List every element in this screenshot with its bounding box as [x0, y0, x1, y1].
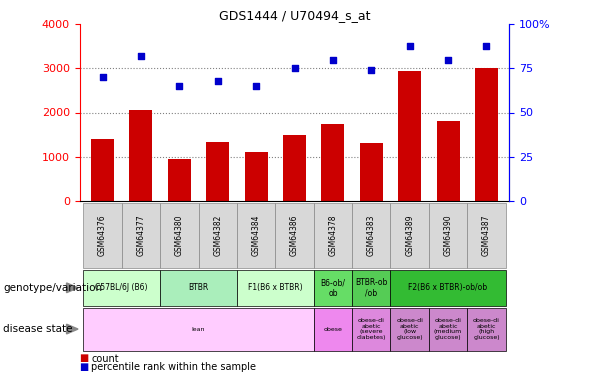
Bar: [436, 122, 459, 201]
Text: obese-di
abetic
(low
glucose): obese-di abetic (low glucose): [396, 318, 423, 340]
Point: [366, 67, 376, 73]
FancyBboxPatch shape: [352, 308, 391, 351]
Point: [174, 83, 184, 89]
Text: GSM64380: GSM64380: [175, 214, 184, 256]
FancyBboxPatch shape: [391, 270, 505, 306]
Point: [444, 57, 453, 63]
Text: count: count: [91, 354, 119, 363]
Text: BTBR-ob
/ob: BTBR-ob /ob: [355, 278, 388, 297]
FancyBboxPatch shape: [198, 202, 237, 268]
FancyBboxPatch shape: [314, 308, 352, 351]
FancyBboxPatch shape: [237, 270, 314, 306]
Text: GSM64382: GSM64382: [213, 214, 222, 256]
Text: GSM64376: GSM64376: [98, 214, 107, 256]
Text: genotype/variation: genotype/variation: [3, 283, 102, 293]
Bar: [398, 70, 421, 201]
Bar: [168, 159, 191, 201]
FancyBboxPatch shape: [391, 308, 429, 351]
FancyBboxPatch shape: [237, 202, 275, 268]
Text: obese: obese: [323, 327, 342, 332]
Text: BTBR: BTBR: [188, 284, 209, 292]
Point: [252, 83, 261, 89]
Point: [328, 57, 337, 63]
FancyBboxPatch shape: [391, 202, 429, 268]
Text: C57BL/6J (B6): C57BL/6J (B6): [95, 284, 148, 292]
Text: GSM64386: GSM64386: [290, 214, 299, 256]
Text: GSM64377: GSM64377: [137, 214, 145, 256]
Point: [405, 42, 415, 48]
FancyBboxPatch shape: [429, 202, 467, 268]
FancyBboxPatch shape: [352, 270, 391, 306]
Text: disease state: disease state: [3, 324, 72, 334]
Point: [482, 42, 491, 48]
Polygon shape: [67, 324, 78, 334]
FancyBboxPatch shape: [122, 202, 160, 268]
Point: [290, 65, 299, 71]
Text: F2(B6 x BTBR)-ob/ob: F2(B6 x BTBR)-ob/ob: [409, 284, 488, 292]
Bar: [206, 142, 229, 201]
Text: obese-di
abetic
(high
glucose): obese-di abetic (high glucose): [473, 318, 500, 340]
FancyBboxPatch shape: [314, 270, 352, 306]
Text: F1(B6 x BTBR): F1(B6 x BTBR): [248, 284, 303, 292]
FancyBboxPatch shape: [160, 202, 198, 268]
Bar: [360, 143, 383, 201]
Text: ■: ■: [80, 354, 89, 363]
FancyBboxPatch shape: [84, 308, 314, 351]
Bar: [283, 135, 306, 201]
Text: GSM64387: GSM64387: [482, 214, 491, 256]
Bar: [475, 68, 498, 201]
Text: obese-di
abetic
(medium
glucose): obese-di abetic (medium glucose): [434, 318, 462, 340]
FancyBboxPatch shape: [467, 202, 505, 268]
Text: GSM64378: GSM64378: [329, 214, 337, 256]
Text: GDS1444 / U70494_s_at: GDS1444 / U70494_s_at: [219, 9, 370, 22]
Bar: [244, 152, 267, 201]
Point: [98, 74, 107, 80]
Bar: [91, 139, 114, 201]
FancyBboxPatch shape: [467, 308, 505, 351]
Bar: [130, 110, 153, 201]
FancyBboxPatch shape: [84, 270, 160, 306]
Point: [213, 78, 223, 84]
Text: GSM64384: GSM64384: [252, 214, 260, 256]
FancyBboxPatch shape: [429, 308, 467, 351]
Text: obese-di
abetic
(severe
diabetes): obese-di abetic (severe diabetes): [356, 318, 386, 340]
Text: ■: ■: [80, 362, 89, 372]
Text: lean: lean: [192, 327, 206, 332]
Text: percentile rank within the sample: percentile rank within the sample: [91, 362, 256, 372]
Text: B6-ob/
ob: B6-ob/ ob: [320, 278, 345, 297]
FancyBboxPatch shape: [160, 270, 237, 306]
FancyBboxPatch shape: [84, 202, 122, 268]
Bar: [322, 123, 345, 201]
FancyBboxPatch shape: [275, 202, 314, 268]
Polygon shape: [67, 283, 78, 293]
Point: [136, 53, 145, 59]
FancyBboxPatch shape: [352, 202, 391, 268]
FancyBboxPatch shape: [314, 202, 352, 268]
Text: GSM64383: GSM64383: [367, 214, 376, 256]
Text: GSM64389: GSM64389: [405, 214, 414, 256]
Text: GSM64390: GSM64390: [444, 214, 452, 256]
